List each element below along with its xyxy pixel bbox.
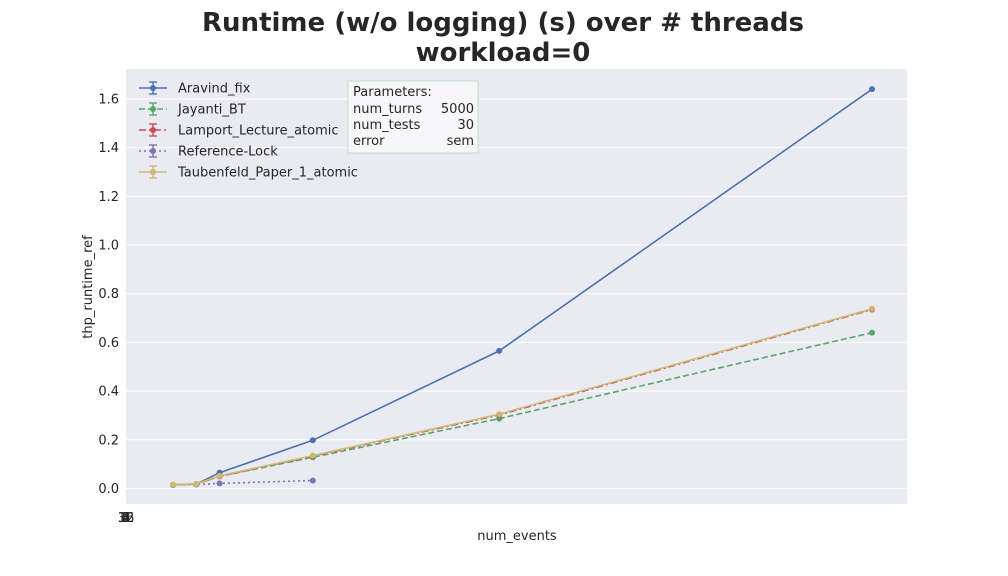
y-tick-label: 0.6 — [98, 336, 119, 351]
chart-subtitle: workload=0 — [416, 38, 591, 68]
legend-entry-jayanti-bt: Jayanti_BT — [139, 102, 246, 118]
data-point-taubenfeld-paper-1-atomic — [869, 305, 875, 312]
param-key-num-turns: num_turns — [353, 102, 422, 117]
legend-marker-lamport-lecture-atomic — [150, 127, 156, 133]
x-tick-label: 8 — [122, 511, 130, 526]
data-point-jayanti-bt — [869, 329, 875, 336]
parameters-box-frame — [347, 80, 479, 154]
series-line-taubenfeld-paper-1-atomic — [172, 308, 873, 486]
chart-title: Runtime (w/o logging) (s) over # threads — [202, 8, 804, 38]
param-value-error: sem — [447, 134, 474, 149]
plot-area — [126, 69, 907, 504]
legend: Aravind_fix Jayanti_BT Lamport_Lecture_ato… — [139, 81, 358, 181]
legend-marker-taubenfeld-paper-1-atomic — [150, 169, 156, 175]
legend-marker-reference-lock — [150, 148, 156, 154]
legend-entry-aravind-fix: Aravind_fix — [139, 81, 251, 97]
y-tick-labels: 0.0 0.2 0.4 0.6 0.8 1.0 1.2 1.4 1.6 — [98, 92, 119, 497]
x-tick-label: 3 — [122, 511, 130, 526]
y-tick-label: 1.4 — [98, 141, 119, 156]
legend-marker-jayanti-bt — [150, 106, 156, 112]
data-point-taubenfeld-paper-1-atomic — [193, 480, 200, 487]
x-tick-label: 2 — [122, 511, 130, 526]
legend-entry-reference-lock: Reference-Lock — [139, 144, 278, 160]
x-tick-label: 16 — [118, 511, 135, 526]
x-tick-label: 4 — [122, 511, 130, 526]
legend-entry-lamport-lecture-atomic: Lamport_Lecture_atomic — [139, 123, 339, 139]
param-key-error: error — [353, 134, 385, 149]
data-point-taubenfeld-paper-1-atomic — [170, 481, 176, 488]
parameters-heading: Parameters: — [353, 85, 432, 100]
data-point-taubenfeld-paper-1-atomic — [216, 472, 223, 479]
param-key-num-tests: num_tests — [353, 118, 421, 133]
series-lines — [170, 86, 875, 488]
legend-marker-aravind-fix — [150, 85, 156, 91]
data-point-aravind-fix — [496, 347, 503, 354]
legend-label-reference-lock: Reference-Lock — [178, 145, 278, 160]
grid-lines — [126, 98, 907, 489]
y-tick-label: 0.0 — [98, 482, 119, 497]
data-point-aravind-fix — [309, 437, 316, 444]
legend-entry-taubenfeld-paper-1-atomic: Taubenfeld_Paper_1_atomic — [139, 165, 358, 181]
legend-label-taubenfeld-paper-1-atomic: Taubenfeld_Paper_1_atomic — [177, 166, 358, 181]
legend-label-lamport-lecture-atomic: Lamport_Lecture_atomic — [178, 124, 339, 139]
y-tick-label: 0.4 — [98, 385, 119, 400]
y-tick-label: 1.0 — [98, 239, 119, 254]
legend-label-jayanti-bt: Jayanti_BT — [177, 103, 246, 118]
y-tick-label: 0.2 — [98, 433, 119, 448]
y-axis-label: thp_runtime_ref — [81, 235, 96, 339]
data-point-taubenfeld-paper-1-atomic — [496, 411, 503, 418]
y-tick-label: 0.8 — [98, 287, 119, 302]
data-point-taubenfeld-paper-1-atomic — [309, 452, 316, 459]
data-point-aravind-fix — [869, 86, 875, 93]
param-value-num-turns: 5000 — [441, 102, 474, 117]
data-point-reference-lock — [309, 477, 316, 484]
x-tick-label: 32 — [118, 511, 135, 526]
parameters-box: Parameters: num_turns 5000 num_tests 30 … — [347, 80, 479, 154]
x-axis-label: num_events — [477, 529, 557, 544]
x-tick-label: 1 — [122, 511, 130, 526]
legend-label-aravind-fix: Aravind_fix — [178, 82, 251, 97]
y-tick-label: 1.6 — [98, 92, 119, 107]
param-value-num-tests: 30 — [457, 118, 474, 133]
data-point-reference-lock — [216, 480, 223, 487]
y-tick-label: 1.2 — [98, 190, 119, 205]
